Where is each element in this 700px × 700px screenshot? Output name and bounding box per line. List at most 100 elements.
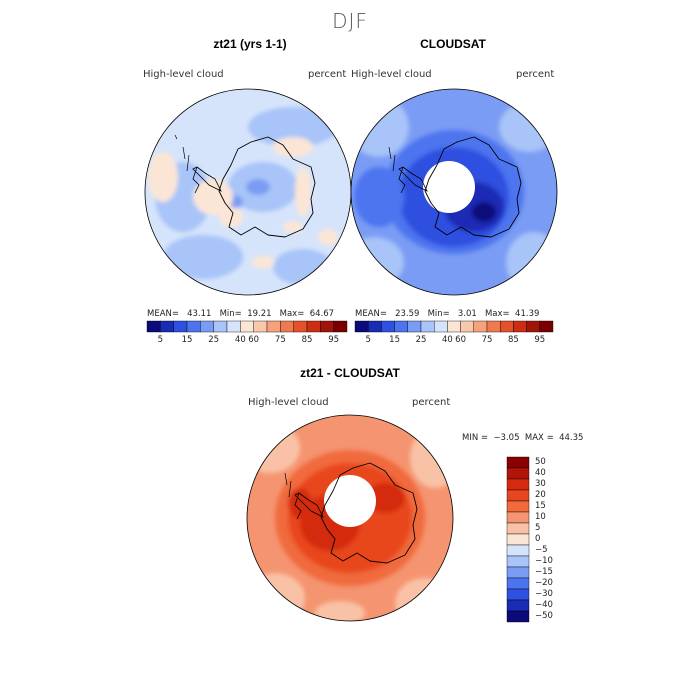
colorbar-tick-label: −40: [535, 599, 553, 610]
diff-max-value: 44.35: [559, 433, 584, 443]
colorbar-swatch: [506, 522, 530, 535]
colorbar-tick-label: −20: [535, 577, 553, 588]
colorbar-swatch: [506, 500, 530, 513]
colorbar-swatch: [506, 533, 530, 546]
mean-label: MEAN=: [147, 309, 179, 319]
colorbar-swatch: [506, 588, 530, 601]
colorbar-swatch: [240, 320, 254, 333]
colorbar-swatch: [473, 320, 488, 333]
colorbar-tick-label: 40: [535, 467, 546, 478]
min-value: 19.21: [247, 309, 272, 319]
colorbar-swatch: [513, 320, 527, 333]
colorbar-swatch: [499, 320, 514, 333]
colorbar-swatch: [407, 320, 422, 333]
min-label: Min=: [427, 309, 450, 319]
colorbar-tick-label: 95: [534, 335, 546, 345]
colorbar-tick-label: 30: [535, 478, 546, 489]
panel-1-units-label: percent: [308, 69, 347, 80]
season-title: DJF: [332, 9, 368, 33]
max-value: 64.67: [309, 309, 335, 319]
diff-panel-variable-label: High-level cloud: [248, 397, 329, 408]
colorbar-swatch: [367, 320, 382, 333]
panel-1-stats: MEAN= 43.11 Min= 19.21 Max= 64.67: [147, 309, 334, 319]
panel-1-polar-map: [144, 88, 352, 296]
colorbar-tick-label: −50: [535, 610, 553, 621]
colorbar-tick-label: 60: [455, 335, 466, 345]
colorbar-tick-label: 10: [535, 511, 546, 522]
panel-1-variable-label: High-level cloud: [143, 69, 224, 80]
max-value: 41.39: [515, 309, 540, 319]
colorbar-swatch: [506, 555, 530, 568]
colorbar-tick-label: 85: [301, 335, 313, 345]
colorbar-tick-label: 75: [481, 335, 493, 345]
colorbar-swatch: [160, 320, 174, 333]
colorbar-swatch: [354, 320, 369, 333]
diff-panel-polar-map: [246, 414, 454, 622]
colorbar-swatch: [506, 489, 530, 502]
colorbar-swatch: [186, 320, 201, 333]
colorbar-tick-label: 25: [208, 335, 220, 345]
colorbar-swatch: [200, 320, 214, 333]
colorbar-tick-label: 95: [328, 335, 340, 345]
colorbar-swatch: [381, 320, 395, 333]
diff-panel-title: zt21 - CLOUDSAT: [300, 366, 400, 380]
panel-2-units-label: percent: [516, 69, 555, 80]
panel-2-variable-label: High-level cloud: [351, 69, 432, 80]
colorbar-swatch: [253, 320, 268, 333]
colorbar-swatch: [539, 320, 554, 333]
colorbar-tick-label: 75: [274, 335, 286, 345]
colorbar-swatch: [506, 467, 530, 480]
colorbar-tick-label: −10: [535, 555, 553, 566]
panel-1-title: zt21 (yrs 1-1): [213, 37, 287, 51]
panel-2-colorbar: [354, 320, 554, 333]
colorbar-tick-label: 85: [507, 335, 519, 345]
colorbar-swatch: [447, 320, 461, 333]
min-label: Min=: [219, 309, 242, 319]
colorbar-swatch: [506, 599, 530, 612]
panel-2-stats: MEAN= 23.59 Min= 3.01 Max= 41.39: [355, 309, 539, 319]
colorbar-tick-label: 40: [441, 335, 453, 345]
colorbar-swatch: [420, 320, 435, 333]
colorbar-tick-label: 15: [389, 335, 400, 345]
colorbar-swatch: [226, 320, 241, 333]
colorbar-swatch: [506, 577, 530, 590]
mean-value: 23.59: [395, 309, 420, 319]
colorbar-tick-label: −5: [535, 544, 548, 555]
colorbar-tick-label: 40: [234, 335, 246, 345]
colorbar-swatch: [266, 320, 281, 333]
colorbar-swatch: [293, 320, 308, 333]
colorbar-swatch: [213, 320, 228, 333]
min-value: 3.01: [457, 309, 477, 319]
colorbar-swatch: [506, 566, 530, 579]
colorbar-swatch: [173, 320, 188, 333]
colorbar-swatch: [433, 320, 448, 333]
colorbar-tick-label: −15: [535, 566, 553, 577]
colorbar-tick-label: 15: [535, 500, 546, 511]
colorbar-tick-label: 5: [365, 335, 371, 345]
diff-panel-minmax: MIN = −3.05 MAX = 44.35: [462, 433, 583, 443]
colorbar-swatch: [506, 478, 530, 491]
colorbar-swatch: [394, 320, 408, 333]
colorbar-swatch: [306, 320, 321, 333]
colorbar-swatch: [146, 320, 161, 333]
colorbar-swatch: [280, 320, 294, 333]
colorbar-tick-label: 15: [181, 335, 193, 345]
colorbar-swatch: [506, 610, 530, 623]
diff-min-label: MIN =: [462, 433, 489, 443]
mean-label: MEAN=: [355, 309, 387, 319]
colorbar-swatch: [460, 320, 474, 333]
panel-2-title: CLOUDSAT: [420, 37, 486, 51]
diff-panel-colorbar: [506, 456, 530, 623]
colorbar-swatch: [526, 320, 541, 333]
colorbar-swatch: [506, 544, 530, 557]
diff-panel-units-label: percent: [412, 397, 451, 408]
colorbar-tick-label: 5: [535, 522, 541, 533]
colorbar-swatch: [486, 320, 501, 333]
colorbar-swatch: [320, 320, 334, 333]
diff-min-value: −3.05: [493, 433, 520, 443]
colorbar-tick-label: −30: [535, 588, 553, 599]
mean-value: 43.11: [187, 309, 212, 319]
colorbar-swatch: [333, 320, 348, 333]
colorbar-tick-label: 60: [248, 335, 260, 345]
colorbar-swatch: [506, 511, 530, 524]
